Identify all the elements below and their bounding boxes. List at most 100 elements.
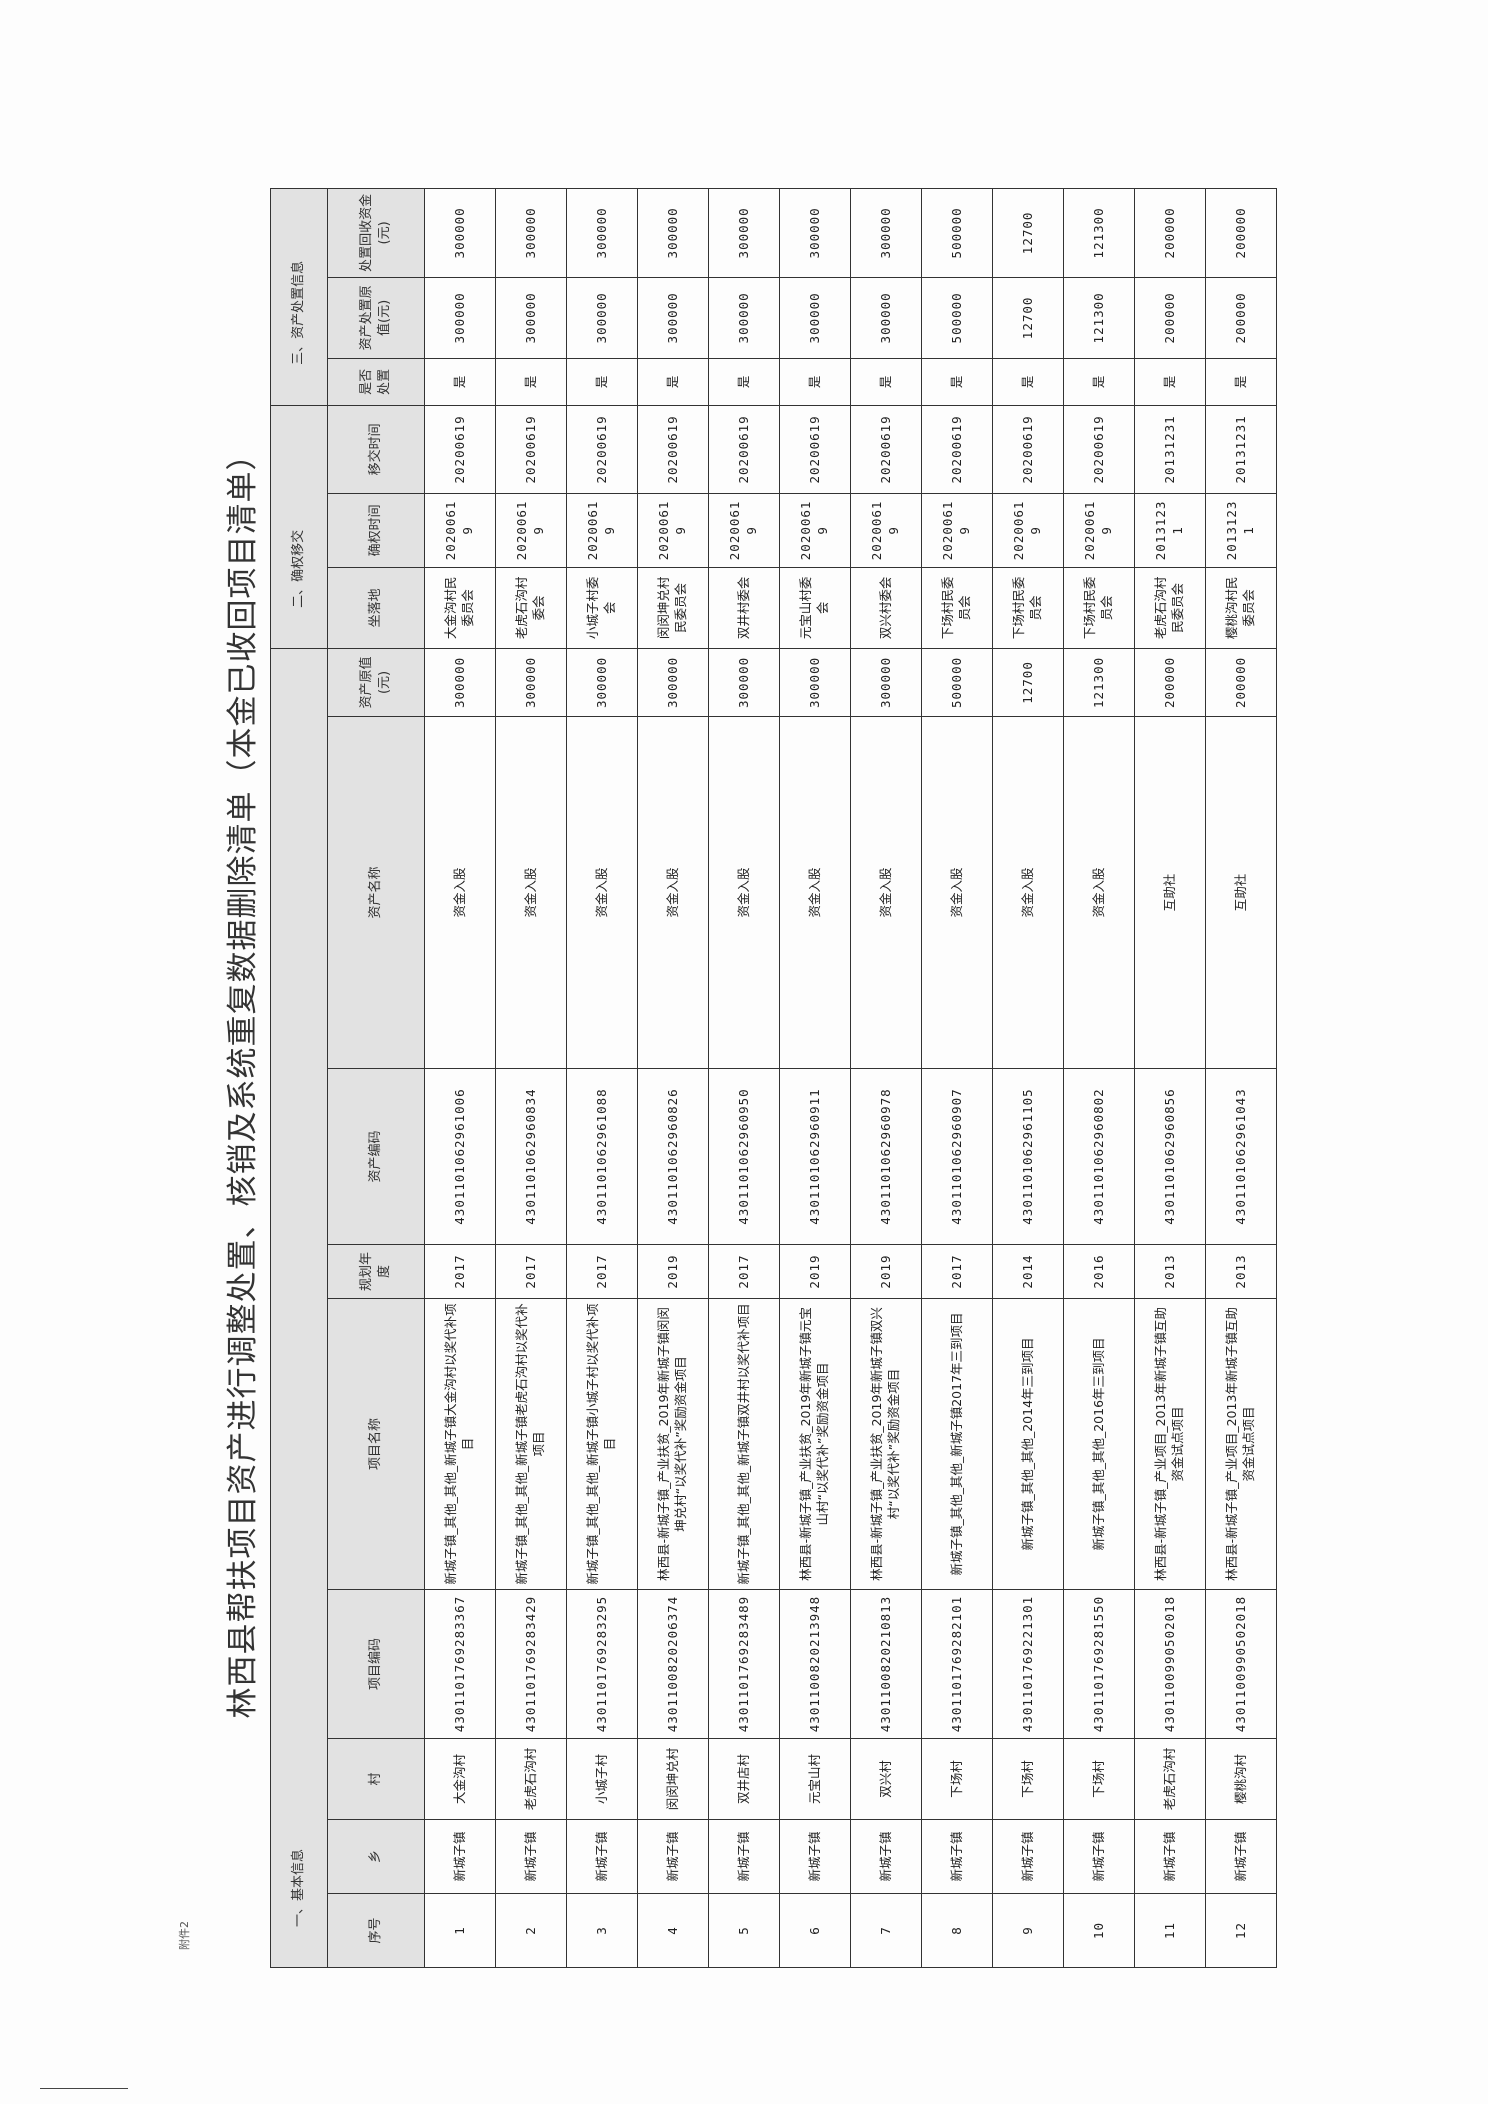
table-cell: 20131231: [1205, 405, 1277, 494]
table-cell: 300000: [637, 648, 709, 717]
table-cell: 老虎石沟村: [495, 1738, 567, 1820]
table-cell: 新城子镇: [708, 1819, 780, 1894]
table-cell: 4301101062960802: [1063, 1068, 1135, 1245]
table-row: 4 新城子镇 闵闵坤兑村 4301100820206374 林西县-新城子镇_产业扶贫_…: [637, 188, 709, 1968]
table-cell: 20200619: [1063, 405, 1135, 494]
table-cell: 新城子镇_其他_其他_2016年三到项目: [1063, 1298, 1135, 1590]
table-cell: 500000: [921, 277, 993, 359]
table-cell: 是: [495, 358, 567, 406]
table-cell: 新城子镇: [566, 1819, 638, 1894]
column-header: 资产原值(元): [327, 648, 425, 717]
table-cell: 林西县-新城子镇_产业扶贫_2019年新城子镇双兴村“以奖代补”奖励资金项目: [850, 1298, 922, 1590]
column-header: 确权时间: [327, 493, 425, 568]
table-cell: 20200619: [424, 405, 496, 494]
table-cell: 2016: [1063, 1244, 1135, 1299]
table-cell: 4301101062960911: [779, 1068, 851, 1245]
table-cell: 5: [708, 1893, 780, 1968]
table-cell: 4301101062961088: [566, 1068, 638, 1245]
table-cell: 300000: [779, 648, 851, 717]
footer-rule: [40, 2088, 128, 2089]
table-cell: 4301100820213948: [779, 1589, 851, 1739]
asset-table: 一、基本信息 二、确权移交 三、资产处置信息 序号乡村项目编码 项目名称 规划年度资…: [270, 188, 1277, 1968]
table-cell: 200000: [1205, 648, 1277, 717]
table-cell: 4301101062961043: [1205, 1068, 1277, 1245]
table-cell: 4301101769283429: [495, 1589, 567, 1739]
table-cell: 资金入股: [424, 716, 496, 1069]
table-cell: 2019: [637, 1244, 709, 1299]
document-page: 林西县帮扶项目资产进行调整处置、核销及系统重复数据删除清单（本金已收回项目清单）…: [216, 188, 1277, 1968]
column-header: 资产名称: [327, 716, 425, 1069]
table-cell: 8: [921, 1893, 993, 1968]
table-cell: 4301101769283295: [566, 1589, 638, 1739]
table-cell: 12700: [992, 277, 1064, 359]
table-cell: 300000: [424, 188, 496, 278]
table-cell: 资金入股: [779, 716, 851, 1069]
table-row: 3 新城子镇 小城子村 4301101769283295 新城子镇_其他_其他_新城子镇…: [566, 188, 638, 1968]
table-cell: 20200619: [708, 493, 780, 568]
table-cell: 200000: [1205, 188, 1277, 278]
column-header: 项目编码: [327, 1589, 425, 1739]
table-cell: 20200619: [495, 493, 567, 568]
table-cell: 是: [921, 358, 993, 406]
table-cell: 闵闵坤兑村民委员会: [637, 567, 709, 649]
table-cell: 4301101769283367: [424, 1589, 496, 1739]
table-cell: 20200619: [1063, 493, 1135, 568]
table-cell: 2: [495, 1893, 567, 1968]
table-cell: 双兴村: [850, 1738, 922, 1820]
table-cell: 20200619: [779, 493, 851, 568]
table-cell: 2014: [992, 1244, 1064, 1299]
table-cell: 林西县-新城子镇_产业项目_2013年新城子镇互助资金试点项目: [1205, 1298, 1277, 1590]
table-cell: 林西县-新城子镇_产业扶贫_2019年新城子镇元宝山村“以奖代补”奖励资金项目: [779, 1298, 851, 1590]
table-cell: 双井店村: [708, 1738, 780, 1820]
table-row: 7 新城子镇 双兴村 4301100820210813 林西县-新城子镇_产业扶贫_20…: [850, 188, 922, 1968]
table-cell: 是: [992, 358, 1064, 406]
table-row: 1 新城子镇 大金沟村 4301101769283367 新城子镇_其他_其他_新城子镇…: [424, 188, 496, 1968]
table-body: 1 新城子镇 大金沟村 4301101769283367 新城子镇_其他_其他_新城子镇…: [424, 188, 1277, 1968]
table-cell: 新城子镇: [1063, 1819, 1135, 1894]
table-cell: 200000: [1134, 648, 1206, 717]
table-cell: 新城子镇_其他_其他_新城子镇双井村以奖代补项目: [708, 1298, 780, 1590]
table-cell: 小城子村: [566, 1738, 638, 1820]
table-cell: 12: [1205, 1893, 1277, 1968]
table-cell: 4301101769281550: [1063, 1589, 1135, 1739]
table-cell: 是: [779, 358, 851, 406]
table-cell: 是: [708, 358, 780, 406]
table-cell: 新城子镇: [850, 1819, 922, 1894]
table-row: 6 新城子镇 元宝山村 4301100820213948 林西县-新城子镇_产业扶贫_2…: [779, 188, 851, 1968]
table-cell: 121300: [1063, 188, 1135, 278]
table-cell: 资金入股: [921, 716, 993, 1069]
table-cell: 20200619: [566, 493, 638, 568]
table-cell: 新城子镇: [992, 1819, 1064, 1894]
table-cell: 新城子镇_其他_其他_新城子镇大金沟村以奖代补项目: [424, 1298, 496, 1590]
table-row: 8 新城子镇 下场村 4301101769282101 新城子镇_其他_其他_新城子镇2…: [921, 188, 993, 1968]
table-cell: 是: [1205, 358, 1277, 406]
table-cell: 4301101769282101: [921, 1589, 993, 1739]
table-cell: 300000: [850, 188, 922, 278]
table-cell: 老虎石沟村民委员会: [1134, 567, 1206, 649]
table-cell: 300000: [495, 277, 567, 359]
table-cell: 4301101769221301: [992, 1589, 1064, 1739]
table-cell: 300000: [424, 648, 496, 717]
table-cell: 老虎石沟村委会: [495, 567, 567, 649]
table-cell: 300000: [708, 648, 780, 717]
table-cell: 4301101062960978: [850, 1068, 922, 1245]
table-cell: 20200619: [850, 493, 922, 568]
table-cell: 新城子镇_其他_其他_新城子镇小城子村以奖代补项目: [566, 1298, 638, 1590]
table-cell: 20200619: [637, 405, 709, 494]
table-cell: 资金入股: [495, 716, 567, 1069]
table-cell: 新城子镇: [637, 1819, 709, 1894]
table-cell: 12700: [992, 648, 1064, 717]
table-cell: 200000: [1134, 277, 1206, 359]
table-cell: 是: [424, 358, 496, 406]
table-cell: 资金入股: [992, 716, 1064, 1069]
table-row: 11 新城子镇 老虎石沟村 4301100990502018 林西县-新城子镇_产业项目…: [1134, 188, 1206, 1968]
table-cell: 20200619: [992, 405, 1064, 494]
table-cell: 300000: [850, 277, 922, 359]
table-cell: 4301101062960907: [921, 1068, 993, 1245]
table-cell: 20200619: [921, 405, 993, 494]
table-cell: 9: [992, 1893, 1064, 1968]
table-cell: 是: [1134, 358, 1206, 406]
column-header: 资产处置原值(元): [327, 277, 425, 359]
table-cell: 下场村: [921, 1738, 993, 1820]
table-cell: 4301101062960826: [637, 1068, 709, 1245]
